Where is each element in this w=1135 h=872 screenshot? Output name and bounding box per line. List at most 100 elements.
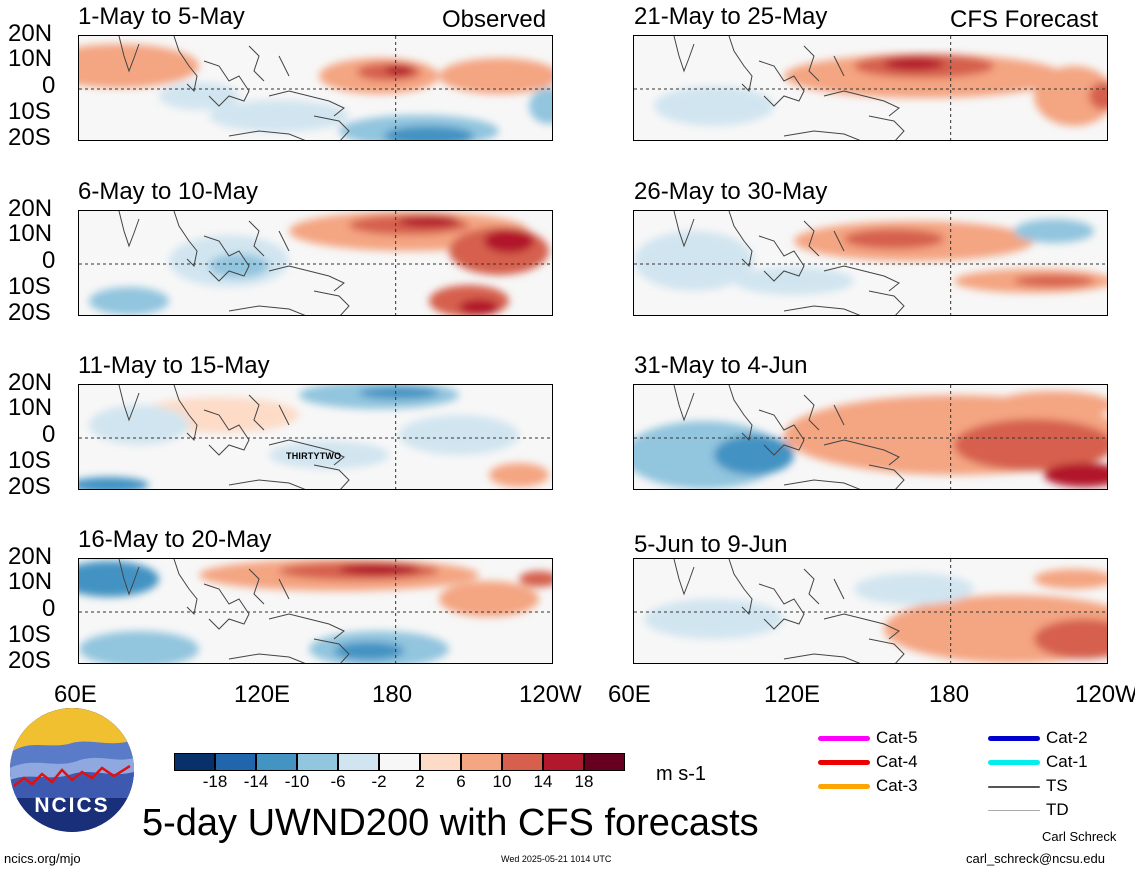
map-panel-obs-4 xyxy=(78,558,553,664)
anomaly-contour xyxy=(884,58,944,70)
colorbar-tick-label: 6 xyxy=(456,772,466,791)
logo-text: NCICS xyxy=(34,794,110,817)
colorbar-tick-label: 18 xyxy=(574,772,594,791)
legend-label: TD xyxy=(1046,800,1069,819)
lat-label: 0 xyxy=(42,595,56,622)
anomaly-contour xyxy=(359,387,439,399)
colorbar-swatch xyxy=(174,753,215,771)
anomaly-contour xyxy=(334,642,404,660)
anomaly-contour xyxy=(79,561,159,597)
map-panel-fcst-4 xyxy=(633,558,1108,664)
map-panel-obs-3 xyxy=(78,384,553,490)
map-panel-obs-1 xyxy=(78,35,553,141)
anomaly-contour xyxy=(79,631,199,663)
anomaly-contour xyxy=(439,581,539,617)
anomaly-contour xyxy=(1034,619,1107,659)
lat-label: 10N xyxy=(8,45,53,72)
anomaly-contour xyxy=(79,477,149,489)
coastline xyxy=(118,36,350,140)
anomaly-contour xyxy=(489,463,549,487)
legend-label: Cat-1 xyxy=(1046,752,1088,771)
coastline xyxy=(118,385,350,489)
anomaly-contour xyxy=(844,229,944,249)
anomaly-contour xyxy=(385,65,413,75)
panel-title-fcst-1: 21-May to 25-May xyxy=(634,3,828,30)
legend-label: Cat-5 xyxy=(876,728,918,747)
coastline xyxy=(118,211,350,315)
anomaly-contour xyxy=(634,231,754,291)
map-panel-obs-2 xyxy=(78,210,553,316)
coastline xyxy=(673,385,905,489)
panel-title-obs-3: 11-May to 15-May xyxy=(78,352,270,379)
colorbar-swatch xyxy=(584,753,625,771)
legend-label: Cat-4 xyxy=(876,752,918,771)
anomaly-contour xyxy=(654,86,774,126)
panel-title-obs-4: 16-May to 20-May xyxy=(78,526,272,553)
legend-label: Cat-3 xyxy=(876,776,918,795)
ncics-logo: NCICS xyxy=(10,708,134,832)
anomaly-contour xyxy=(269,441,389,469)
main-title: 5-day UWND200 with CFS forecasts xyxy=(142,802,759,844)
colorbar-tick-label: -2 xyxy=(371,772,387,791)
anomaly-contour xyxy=(529,88,552,124)
observed-header: Observed xyxy=(442,6,547,33)
colorbar-swatch xyxy=(379,753,420,771)
colorbar-tick-label: -10 xyxy=(284,772,310,791)
lat-label: 0 xyxy=(42,421,56,448)
anomaly-contour xyxy=(1044,463,1107,487)
colorbar-tick-label: 14 xyxy=(533,772,553,791)
anomaly-contour xyxy=(734,267,854,295)
lat-label: 20N xyxy=(8,195,53,222)
panel-title-obs-1: 1-May to 5-May xyxy=(78,3,245,30)
anomaly-contour xyxy=(1034,66,1107,126)
lon-label-180-right: 180 xyxy=(929,681,970,708)
legend-label: Cat-2 xyxy=(1046,728,1088,747)
lat-label: 10S xyxy=(8,621,51,648)
anomaly-contour xyxy=(954,419,1107,471)
lon-label-120e-left: 120E xyxy=(234,681,291,708)
lon-label-120e-right: 120E xyxy=(764,681,821,708)
map-panel-fcst-3 xyxy=(633,384,1108,490)
colorbar-tick-label: -18 xyxy=(202,772,228,791)
lon-label-120w-left: 120W xyxy=(519,681,582,708)
colorbar-tick-label: 10 xyxy=(492,772,512,791)
colorbar-swatch xyxy=(461,753,502,771)
lat-label: 20S xyxy=(8,647,51,674)
lat-label: 10N xyxy=(8,568,53,595)
lon-label-60e-right: 60E xyxy=(608,681,651,708)
lat-label: 10N xyxy=(8,394,53,421)
coastline xyxy=(673,36,905,140)
anomaly-contour xyxy=(1034,569,1107,589)
legend-swatch xyxy=(988,736,1040,741)
footer-author: Carl Schreck xyxy=(1042,829,1117,844)
lat-label: 10S xyxy=(8,273,51,300)
colorbar-tick-label: 2 xyxy=(415,772,425,791)
footer-url: ncics.org/mjo xyxy=(4,851,81,866)
colorbar-swatch xyxy=(256,753,297,771)
anomaly-contour xyxy=(399,215,459,227)
anomaly-contour xyxy=(159,82,239,110)
anomaly-contour xyxy=(644,599,784,639)
anomaly-contour xyxy=(209,100,349,132)
colorbar-swatch xyxy=(338,753,379,771)
lat-label: 10S xyxy=(8,98,51,125)
cfs-forecast-header: CFS Forecast xyxy=(950,6,1099,33)
lon-label-180-left: 180 xyxy=(372,681,413,708)
anomaly-contour xyxy=(1014,219,1094,243)
colorbar-tick-label: -14 xyxy=(243,772,269,791)
anomaly-contour xyxy=(89,287,169,315)
lat-label: 0 xyxy=(42,72,56,99)
legend-swatch xyxy=(988,810,1040,811)
panel-title-fcst-4: 5-Jun to 9-Jun xyxy=(634,531,788,558)
colorbar-swatch xyxy=(420,753,461,771)
coastline xyxy=(673,211,905,315)
lat-label: 20S xyxy=(8,299,51,326)
legend-swatch xyxy=(988,786,1040,788)
footer-timestamp: Wed 2025-05-21 1014 UTC xyxy=(501,854,612,864)
footer-email: carl_schreck@ncsu.edu xyxy=(966,851,1105,866)
anomaly-contour xyxy=(209,254,269,278)
anomaly-contour xyxy=(459,299,499,315)
anomaly-contour xyxy=(519,571,552,587)
colorbar-swatch xyxy=(215,753,256,771)
lat-label: 0 xyxy=(42,247,56,274)
